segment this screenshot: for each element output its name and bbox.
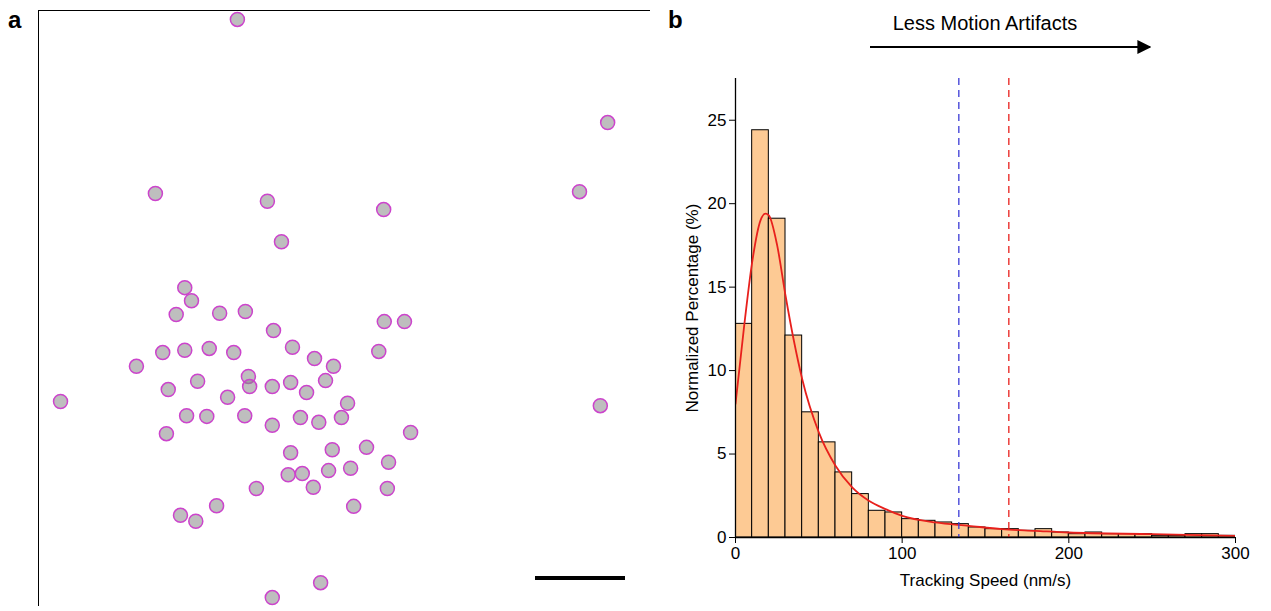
html-text:b: b	[668, 6, 683, 33]
svg-text:10: 10	[708, 361, 727, 380]
svg-text:300: 300	[1221, 544, 1249, 563]
svg-text:0: 0	[717, 528, 726, 547]
svg-text:20: 20	[708, 194, 727, 213]
svg-text:200: 200	[1055, 544, 1083, 563]
svg-text:5: 5	[717, 444, 726, 463]
html-text:a: a	[8, 6, 22, 33]
svg-text:15: 15	[708, 278, 727, 297]
svg-text:Tracking Speed (nm/s): Tracking Speed (nm/s)	[900, 571, 1071, 590]
html-text:Less Motion Artifacts: Less Motion Artifacts	[892, 12, 1078, 34]
svg-text:Normalized Percentage (%): Normalized Percentage (%)	[683, 204, 702, 413]
svg-text:100: 100	[888, 544, 916, 563]
svg-text:0: 0	[731, 544, 740, 563]
svg-text:25: 25	[708, 111, 727, 130]
